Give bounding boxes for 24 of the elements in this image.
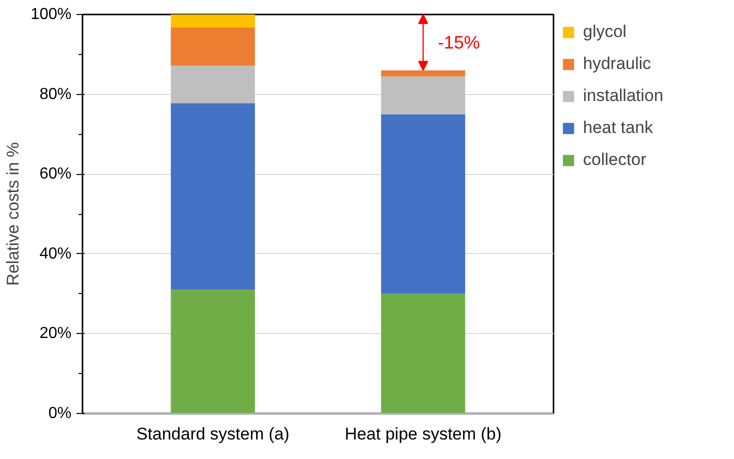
legend-label: glycol [583, 22, 626, 42]
legend-label: heat tank [583, 118, 653, 138]
bar [170, 14, 255, 28]
y-tick-label: 20% [39, 325, 72, 342]
y-tick-label: 80% [39, 86, 72, 103]
y-tick-label: 60% [39, 166, 72, 183]
legend-label: hydraulic [583, 54, 652, 74]
bar [381, 76, 466, 114]
bar [170, 103, 255, 290]
bar [381, 114, 466, 294]
x-tick-label: Heat pipe system (b) [344, 424, 502, 444]
legend-label: installation [583, 86, 664, 106]
bar [170, 290, 255, 414]
x-tick-label: Standard system (a) [136, 424, 290, 444]
bar [381, 294, 466, 414]
y-tick-label: 40% [39, 245, 72, 262]
y-tick-label: 100% [30, 6, 72, 23]
bar [170, 66, 255, 104]
y-axis-title: Relative costs in % [4, 142, 23, 286]
y-tick-label: 0% [48, 405, 72, 422]
annotation: -15% [438, 32, 480, 52]
bar [170, 27, 255, 66]
bar [381, 70, 466, 76]
legend-label: collector [583, 150, 646, 170]
